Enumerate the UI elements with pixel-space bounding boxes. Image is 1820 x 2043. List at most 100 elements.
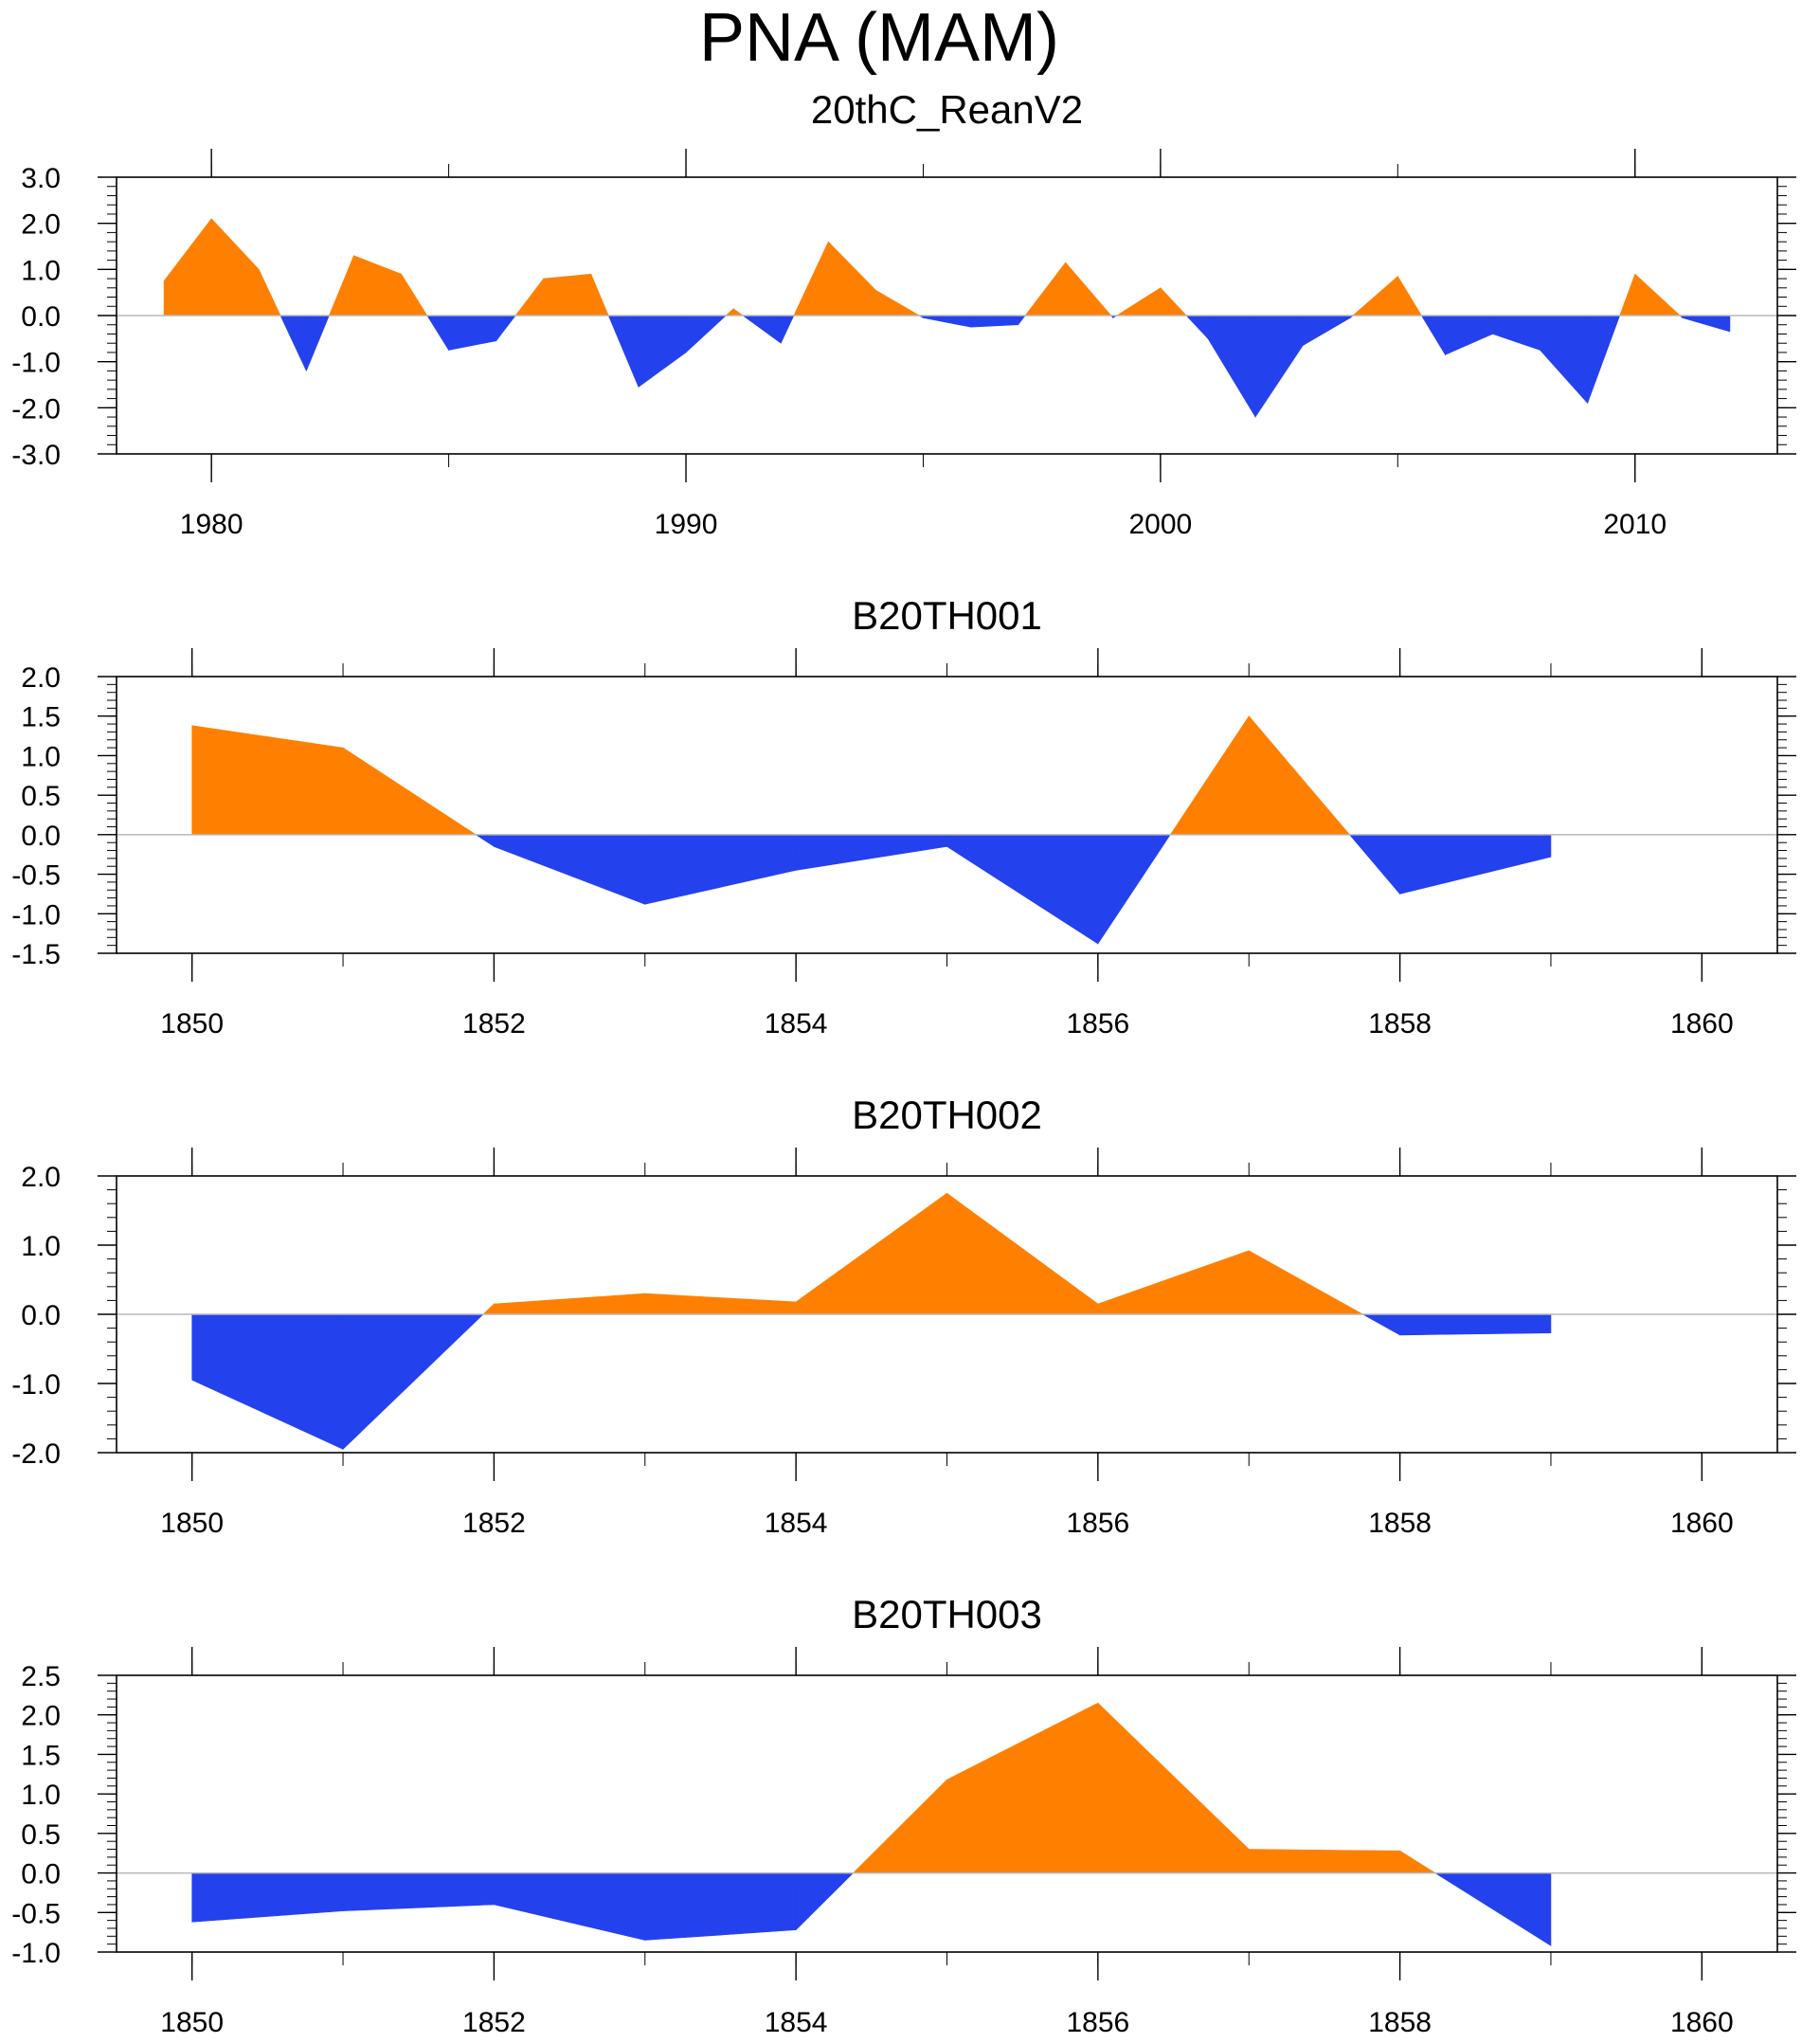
y-tick-label: -1.0	[11, 899, 61, 931]
x-tick-label: 1854	[765, 1508, 828, 1539]
positive-area-segment	[1248, 714, 1351, 836]
y-tick-label: 1.0	[21, 1780, 61, 1811]
negative-area-segment	[1433, 1872, 1552, 1946]
positive-area-segment	[543, 273, 592, 316]
positive-area-segment	[1065, 262, 1112, 316]
x-tick-label: 1980	[180, 509, 243, 540]
x-tick-label: 1860	[1670, 2007, 1734, 2038]
y-tick-label: 2.0	[21, 662, 61, 694]
negative-area-segment	[795, 1872, 855, 1931]
positive-area-segment	[342, 747, 478, 836]
y-tick-label: -0.5	[11, 1898, 61, 1929]
positive-area-segment	[163, 217, 212, 316]
y-tick-label: -2.0	[11, 1438, 61, 1470]
negative-area-segment	[494, 1872, 646, 1941]
positive-area-segment	[210, 218, 260, 316]
negative-area-segment	[1207, 315, 1256, 419]
positive-area-segment	[852, 1779, 947, 1873]
negative-area-segment	[1361, 1313, 1400, 1336]
x-tick-label: 1850	[160, 1008, 224, 1040]
x-tick-label: 2000	[1129, 509, 1193, 540]
x-tick-label: 1856	[1066, 1508, 1129, 1539]
positive-area-segment	[875, 289, 921, 316]
negative-area-segment	[448, 315, 496, 351]
y-tick-label: 2.5	[21, 1661, 61, 1692]
x-tick-label: 1860	[1670, 1008, 1734, 1040]
negative-area-segment	[1399, 834, 1552, 895]
positive-area-segment	[1169, 714, 1250, 836]
y-tick-label: 3.0	[21, 163, 61, 194]
negative-area-segment	[685, 315, 727, 353]
positive-area-segment	[795, 1192, 947, 1315]
positive-area-segment	[1619, 274, 1636, 316]
chart-panel-4: B20TH003 -1.0 -0.5 0.0 0.5 1.0 1.5 2.0 2.5 1850 18…	[11, 1592, 1796, 2038]
negative-area-segment	[1420, 315, 1446, 356]
x-tick-label: 1854	[765, 2007, 828, 2038]
y-tick-label: 1.5	[21, 702, 61, 733]
positive-area-segment	[644, 1293, 797, 1315]
positive-area-segment	[258, 269, 281, 316]
y-tick-label: 0.0	[21, 301, 61, 333]
positive-area-segment	[1115, 287, 1162, 316]
positive-area-segment	[1397, 275, 1422, 316]
x-tick-label: 1858	[1368, 2007, 1432, 2038]
negative-area-segment	[1254, 315, 1304, 419]
negative-area-segment	[191, 1313, 344, 1450]
positive-area-segment	[482, 1303, 495, 1315]
y-tick-label: 1.5	[21, 1740, 61, 1771]
negative-area-segment	[1682, 315, 1731, 333]
positive-area-segment	[1248, 1250, 1364, 1315]
x-tick-label: 1990	[655, 509, 718, 540]
positive-area-segment	[590, 274, 609, 316]
x-tick-label: 1860	[1670, 1508, 1734, 1539]
x-tick-label: 1854	[765, 1008, 828, 1040]
y-tick-label: -1.5	[11, 939, 61, 970]
positive-area-segment	[353, 255, 402, 316]
figure-title-wrap: PNA (MAM)	[0, 0, 1820, 85]
negative-area-segment	[780, 315, 795, 344]
positive-area-segment	[514, 278, 545, 316]
panel-title: B20TH003	[852, 1592, 1042, 1636]
negative-area-segment	[1185, 315, 1209, 340]
positive-area-segment	[401, 273, 428, 316]
y-tick-label: -1.0	[11, 348, 61, 379]
panel-title: B20TH002	[852, 1093, 1042, 1137]
positive-area-segment	[732, 308, 745, 316]
y-tick-label: 0.0	[21, 821, 61, 852]
y-tick-label: 1.0	[21, 255, 61, 286]
negative-area-segment	[1302, 315, 1351, 347]
x-tick-label: 1858	[1368, 1508, 1432, 1539]
positive-area-segment	[1097, 1250, 1250, 1315]
positive-area-segment	[946, 1702, 1099, 1873]
negative-area-segment	[607, 315, 640, 388]
negative-area-segment	[1097, 834, 1171, 945]
x-tick-label: 1858	[1368, 1008, 1432, 1040]
negative-area-segment	[1348, 834, 1400, 895]
y-tick-label: 2.0	[21, 1701, 61, 1732]
negative-area-segment	[496, 315, 516, 342]
negative-area-segment	[191, 1872, 344, 1923]
negative-area-segment	[342, 1313, 484, 1451]
negative-area-segment	[742, 315, 782, 344]
negative-area-segment	[494, 834, 646, 905]
negative-area-segment	[644, 1872, 797, 1941]
negative-area-segment	[1018, 315, 1026, 326]
negative-area-segment	[475, 834, 495, 847]
positive-area-segment	[1399, 1850, 1436, 1873]
y-tick-label: -1.0	[11, 1938, 61, 1969]
negative-area-segment	[795, 834, 947, 871]
negative-area-segment	[1399, 1313, 1552, 1336]
positive-area-segment	[191, 725, 344, 836]
positive-area-segment	[1248, 1849, 1400, 1873]
x-tick-label: 1850	[160, 1508, 224, 1539]
y-tick-label: -3.0	[11, 440, 61, 471]
x-tick-label: 1850	[160, 2007, 224, 2038]
positive-area-segment	[793, 242, 829, 316]
negative-area-segment	[306, 315, 330, 371]
negative-area-segment	[1492, 315, 1541, 351]
y-tick-label: 0.0	[21, 1300, 61, 1331]
negative-area-segment	[1445, 315, 1493, 355]
y-tick-label: 0.5	[21, 781, 61, 812]
chart-panel-2: B20TH001 -1.5 -1.0 -0.5 0.0 0.5 1.0 1.5 2.0 1850 1…	[11, 593, 1796, 1040]
